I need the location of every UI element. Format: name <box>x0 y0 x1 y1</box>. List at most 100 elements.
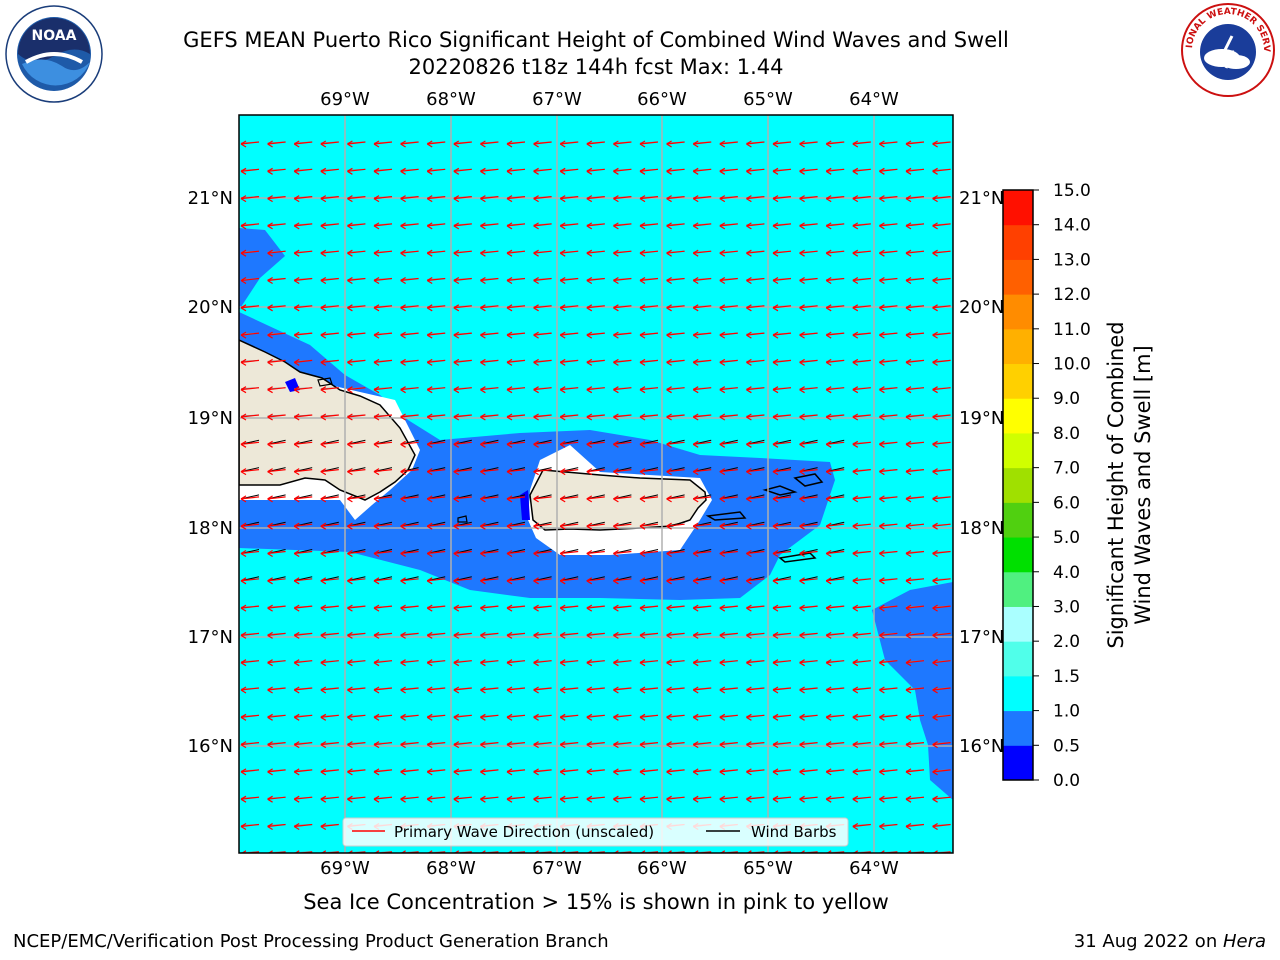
wave-direction-arrow <box>533 358 552 366</box>
wave-direction-arrow <box>692 495 712 503</box>
wave-direction-arrow <box>719 741 738 749</box>
wave-direction-arrow <box>719 276 738 285</box>
wave-direction-arrow <box>506 522 526 530</box>
wave-direction-arrow <box>825 413 845 421</box>
wave-direction-arrow <box>586 249 605 257</box>
wave-direction-arrow <box>320 795 339 803</box>
colorbar-tick-label: 12.0 <box>1053 285 1091 305</box>
wave-direction-arrow <box>666 222 685 230</box>
colorbar-tick-label: 0.0 <box>1053 771 1080 791</box>
wave-direction-arrow <box>852 167 871 175</box>
wave-direction-arrow <box>400 577 419 585</box>
wave-direction-arrow <box>799 795 818 803</box>
wave-direction-arrow <box>613 604 632 612</box>
wave-direction-arrow <box>533 249 552 257</box>
wave-direction-arrow <box>559 222 579 230</box>
wave-direction-arrow <box>613 549 632 558</box>
wave-direction-arrow <box>905 468 925 476</box>
wave-direction-arrow <box>480 549 499 558</box>
wave-direction-arrow <box>852 604 871 612</box>
wave-direction-arrow <box>480 358 499 366</box>
wave-direction-arrow <box>506 249 526 257</box>
wave-direction-arrow <box>879 331 898 339</box>
wave-direction-arrow <box>426 276 446 285</box>
wave-direction-arrow <box>692 713 712 721</box>
lon-label-top: 67°W <box>532 89 582 110</box>
lon-label-bottom: 68°W <box>426 858 476 879</box>
wave-direction-arrow <box>932 549 951 558</box>
wave-direction-arrow <box>320 140 339 148</box>
wave-direction-arrow <box>320 222 339 230</box>
wave-direction-arrow <box>825 386 845 394</box>
wave-direction-arrow <box>905 358 925 366</box>
wave-direction-arrow <box>347 304 366 312</box>
wave-direction-arrow <box>639 468 659 476</box>
wave-direction-arrow <box>719 386 738 394</box>
wave-direction-arrow <box>852 222 871 230</box>
lat-label-right: 20°N <box>959 297 1004 318</box>
wave-direction-arrow <box>240 795 260 803</box>
wave-direction-arrow <box>533 276 552 285</box>
wave-direction-arrow <box>400 222 419 230</box>
wave-direction-arrow <box>613 195 632 203</box>
wave-direction-arrow <box>533 659 552 667</box>
wave-direction-arrow <box>400 631 419 639</box>
sea-ice-note: Sea Ice Concentration > 15% is shown in … <box>303 890 889 914</box>
colorbar-tick-label: 3.0 <box>1053 597 1080 617</box>
wave-direction-arrow <box>613 495 632 503</box>
wave-direction-arrow <box>506 167 526 175</box>
wave-direction-arrow <box>240 276 260 285</box>
wave-direction-arrow <box>480 331 499 339</box>
wave-direction-arrow <box>905 167 925 175</box>
wave-direction-arrow <box>267 686 286 694</box>
wave-direction-arrow <box>267 577 286 585</box>
wave-direction-arrow <box>879 741 898 749</box>
wave-direction-arrow <box>639 358 659 366</box>
wave-direction-arrows <box>240 140 951 853</box>
wave-direction-arrow <box>746 222 765 230</box>
wave-direction-arrow <box>400 358 419 366</box>
wave-direction-arrow <box>320 468 339 476</box>
wave-direction-arrow <box>825 140 845 148</box>
wave-direction-arrow <box>559 167 579 175</box>
wave-direction-arrow <box>347 386 366 394</box>
wave-direction-arrow <box>879 577 898 585</box>
wave-direction-arrow <box>480 495 499 503</box>
wave-direction-arrow <box>506 577 526 585</box>
wave-direction-arrow <box>613 768 632 776</box>
wave-direction-arrow <box>825 686 845 694</box>
wave-direction-arrow <box>559 386 579 394</box>
wave-direction-arrow <box>293 522 313 530</box>
wave-direction-arrow <box>639 440 659 448</box>
wave-direction-arrow <box>480 167 499 175</box>
wave-direction-arrow <box>825 713 845 721</box>
wave-direction-arrow <box>666 522 685 530</box>
wave-direction-arrow <box>347 795 366 803</box>
wave-direction-arrow <box>347 140 366 148</box>
wave-direction-arrow <box>772 331 792 339</box>
wave-direction-arrow <box>559 522 579 530</box>
wave-direction-arrow <box>506 440 526 448</box>
footer-date-text: 31 Aug 2022 on <box>1073 931 1223 952</box>
wave-direction-arrow <box>586 222 605 230</box>
wave-direction-arrow <box>559 140 579 148</box>
wave-direction-arrow <box>293 413 313 421</box>
wave-direction-arrow <box>879 549 898 558</box>
wave-direction-arrow <box>559 686 579 694</box>
wave-direction-arrow <box>772 195 792 203</box>
wave-direction-arrow <box>825 741 845 749</box>
wave-direction-arrow <box>825 331 845 339</box>
wave-direction-arrow <box>293 577 313 585</box>
wave-direction-arrow <box>240 304 260 312</box>
wave-direction-arrow <box>692 140 712 148</box>
wave-direction-arrow <box>719 140 738 148</box>
wave-direction-arrow <box>373 276 393 285</box>
wave-direction-arrow <box>506 468 526 476</box>
wave-direction-arrow <box>533 604 552 612</box>
wave-direction-arrow <box>932 659 951 667</box>
wave-direction-arrow <box>719 249 738 257</box>
wave-direction-arrow <box>879 713 898 721</box>
wave-direction-arrow <box>852 577 871 585</box>
wave-direction-arrow <box>400 768 419 776</box>
wave-direction-arrow <box>879 167 898 175</box>
